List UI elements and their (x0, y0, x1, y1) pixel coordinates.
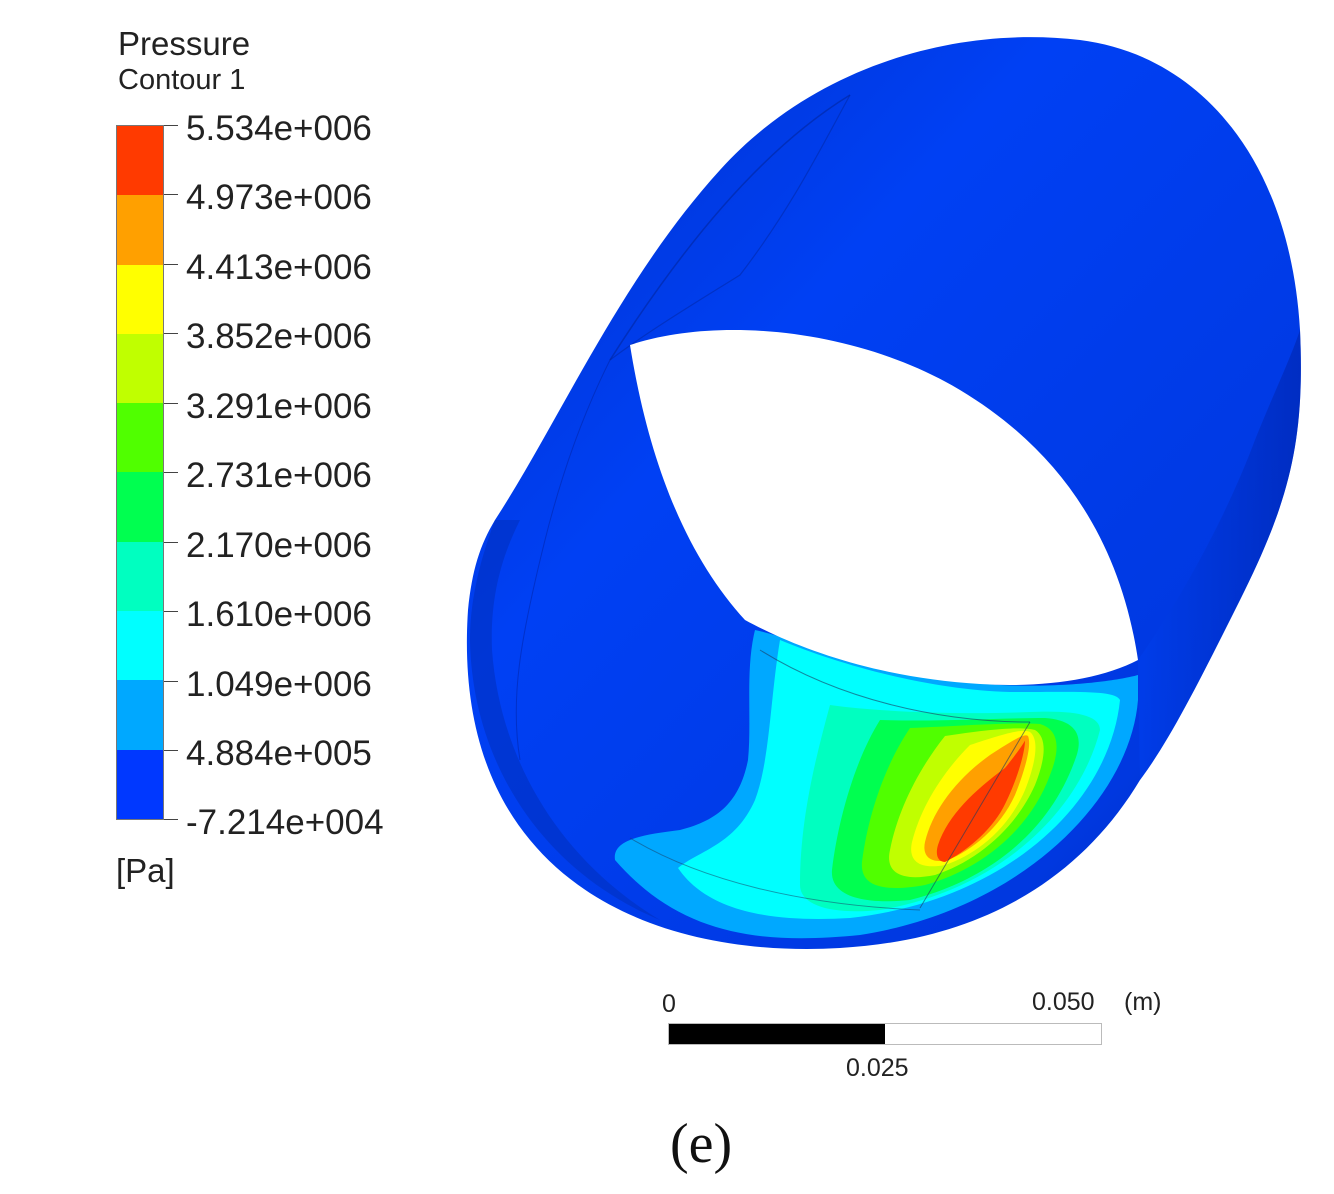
legend-unit: [Pa] (116, 852, 175, 889)
colorbar-tick (164, 472, 178, 473)
colorbar-tick (164, 681, 178, 682)
colorbar-tick (164, 542, 178, 543)
colorbar-tick (164, 819, 178, 820)
colorbar-tick-label: 1.610e+006 (186, 595, 372, 634)
colorbar-tick-label: 5.534e+006 (186, 109, 372, 148)
scale-bar-fill (669, 1024, 885, 1044)
scale-bar-end-label: 0.050 (1032, 988, 1095, 1016)
colorbar-tick (164, 264, 178, 265)
colorbar-tick-label: -7.214e+004 (186, 803, 384, 842)
scale-bar (668, 1023, 1102, 1045)
figure-caption: (e) (670, 1113, 733, 1175)
colorbar-band (117, 680, 163, 750)
colorbar-tick-label: 4.973e+006 (186, 178, 372, 217)
colorbar-tick-label: 4.413e+006 (186, 248, 372, 287)
colorbar-band (117, 749, 163, 819)
cylinder-bore-opening (630, 330, 1138, 685)
colorbar-tick-label: 2.731e+006 (186, 456, 372, 495)
colorbar-tick (164, 333, 178, 334)
colorbar (116, 125, 164, 820)
colorbar-tick-label: 3.291e+006 (186, 387, 372, 426)
colorbar-tick (164, 750, 178, 751)
cylinder-pressure-contour (466, 37, 1301, 949)
colorbar-tick-label: 1.049e+006 (186, 665, 372, 704)
contour-band-red (936, 740, 1026, 862)
colorbar-tick (164, 194, 178, 195)
colorbar-tick-label: 3.852e+006 (186, 317, 372, 356)
colorbar-band (117, 264, 163, 334)
colorbar-band (117, 126, 163, 196)
colorbar-tick-label: 4.884e+005 (186, 734, 372, 773)
colorbar-band (117, 472, 163, 542)
colorbar-band (117, 333, 163, 404)
colorbar-band (117, 403, 163, 473)
colorbar-band (117, 541, 163, 612)
colorbar-tick-label: 2.170e+006 (186, 526, 372, 565)
scale-bar-mid-label: 0.025 (846, 1054, 909, 1082)
scale-bar-unit-label: (m) (1124, 988, 1162, 1016)
colorbar-tick (164, 125, 178, 126)
colorbar-tick (164, 403, 178, 404)
legend-subtitle: Contour 1 (118, 64, 246, 96)
colorbar-band (117, 611, 163, 681)
legend-title: Pressure (118, 25, 251, 62)
colorbar-tick (164, 611, 178, 612)
colorbar-band (117, 195, 163, 265)
scale-bar-start-label: 0 (662, 990, 676, 1018)
